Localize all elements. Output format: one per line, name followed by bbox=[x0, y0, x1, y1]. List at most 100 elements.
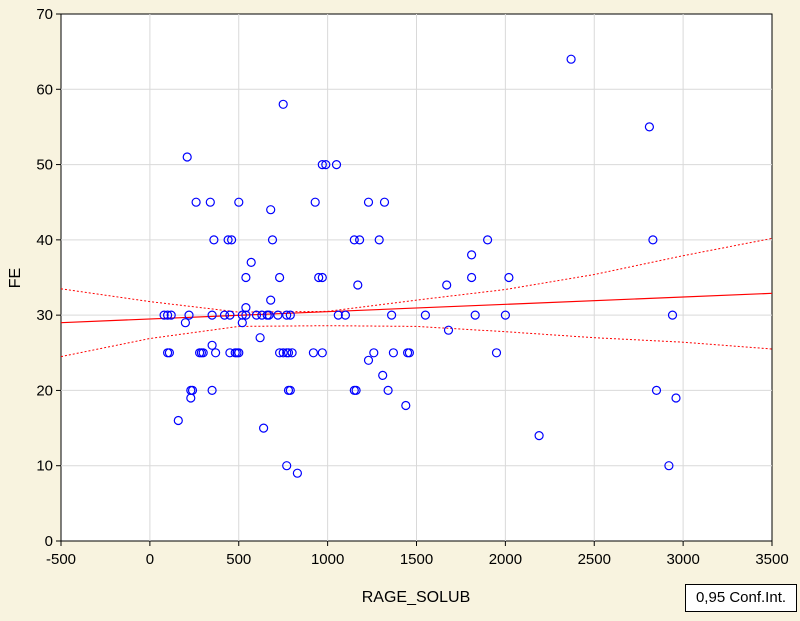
data-point bbox=[314, 272, 324, 283]
data-point bbox=[369, 348, 379, 358]
data-point bbox=[442, 280, 452, 290]
data-point bbox=[310, 197, 320, 207]
data-point bbox=[317, 348, 327, 358]
data-point bbox=[264, 310, 274, 320]
data-point bbox=[470, 310, 480, 320]
data-point bbox=[378, 370, 388, 380]
data-point bbox=[275, 272, 285, 283]
data-point bbox=[246, 257, 256, 267]
data-point bbox=[184, 310, 194, 320]
data-point bbox=[667, 310, 678, 320]
y-axis-title: FE bbox=[7, 268, 24, 288]
data-point bbox=[198, 348, 208, 358]
data-point bbox=[166, 310, 176, 320]
confidence-band bbox=[60, 237, 773, 358]
data-point bbox=[443, 325, 454, 335]
x-axis-ticks: -500 0 500 1000 1500 2000 2500 3000 3500 bbox=[46, 541, 789, 568]
data-point bbox=[651, 385, 662, 395]
data-point bbox=[182, 152, 192, 162]
data-point bbox=[159, 310, 169, 320]
data-point bbox=[234, 197, 244, 207]
data-point bbox=[388, 348, 398, 358]
data-point bbox=[207, 340, 217, 350]
y-tick-label: 40 bbox=[36, 232, 53, 249]
x-tick-label: 500 bbox=[226, 551, 251, 568]
data-point bbox=[387, 310, 397, 320]
data-point bbox=[173, 415, 183, 426]
data-point bbox=[278, 99, 288, 109]
data-point bbox=[644, 122, 655, 132]
data-point bbox=[500, 310, 510, 320]
data-points bbox=[159, 54, 681, 478]
data-point bbox=[225, 348, 235, 358]
data-point bbox=[292, 468, 302, 478]
data-point bbox=[285, 385, 295, 395]
data-point bbox=[404, 348, 414, 358]
y-tick-label: 70 bbox=[36, 6, 53, 23]
y-tick-label: 20 bbox=[36, 382, 53, 399]
y-axis-ticks: 0 10 20 30 40 50 60 70 bbox=[36, 6, 61, 550]
data-point bbox=[374, 235, 384, 245]
data-point bbox=[209, 235, 219, 245]
x-tick-label: 3500 bbox=[755, 551, 788, 568]
data-point bbox=[223, 235, 233, 245]
data-point bbox=[273, 310, 283, 320]
x-tick-label: 0 bbox=[146, 551, 154, 568]
x-tick-label: 2500 bbox=[578, 551, 611, 568]
data-point bbox=[241, 310, 251, 320]
y-tick-label: 50 bbox=[36, 157, 53, 174]
confidence-lower-line bbox=[60, 325, 773, 358]
data-point bbox=[401, 400, 411, 411]
data-point bbox=[383, 385, 393, 395]
data-point bbox=[163, 310, 173, 320]
data-point bbox=[283, 348, 294, 358]
data-point bbox=[351, 385, 361, 395]
y-tick-label: 10 bbox=[36, 458, 53, 475]
data-point bbox=[285, 310, 295, 320]
data-point bbox=[241, 272, 251, 283]
data-point bbox=[234, 348, 244, 358]
data-point bbox=[164, 348, 174, 358]
y-tick-label: 0 bbox=[45, 533, 53, 550]
data-point bbox=[282, 461, 292, 471]
legend: 0,95 Conf.Int. bbox=[685, 584, 797, 612]
data-point bbox=[207, 385, 217, 395]
data-point bbox=[340, 310, 350, 320]
data-point bbox=[275, 348, 285, 358]
data-point bbox=[491, 348, 502, 358]
data-point bbox=[308, 348, 318, 358]
data-point bbox=[355, 235, 365, 245]
data-point bbox=[227, 235, 237, 245]
data-point bbox=[266, 295, 276, 305]
data-point bbox=[353, 280, 363, 290]
data-point bbox=[225, 310, 235, 320]
data-point bbox=[255, 333, 265, 343]
data-point bbox=[331, 160, 342, 170]
data-point bbox=[467, 250, 477, 260]
data-point bbox=[566, 54, 576, 64]
data-point bbox=[671, 393, 681, 403]
x-tick-label: 2000 bbox=[489, 551, 522, 568]
gridlines bbox=[61, 14, 772, 541]
data-point bbox=[219, 310, 230, 320]
data-point bbox=[207, 310, 217, 320]
data-point bbox=[648, 235, 658, 245]
data-point bbox=[467, 272, 477, 283]
data-point bbox=[278, 348, 288, 358]
data-point bbox=[251, 310, 262, 320]
data-point bbox=[321, 160, 331, 170]
data-point bbox=[191, 197, 201, 207]
data-point bbox=[259, 423, 269, 433]
y-tick-label: 30 bbox=[36, 307, 53, 324]
data-point bbox=[237, 318, 247, 328]
data-point bbox=[379, 197, 390, 207]
x-tick-label: 1000 bbox=[311, 551, 344, 568]
data-point bbox=[211, 348, 221, 358]
data-point bbox=[349, 235, 359, 245]
regression-fit bbox=[60, 292, 773, 324]
data-point bbox=[363, 197, 374, 207]
data-point bbox=[267, 235, 278, 245]
data-point bbox=[333, 310, 343, 320]
data-point bbox=[504, 272, 514, 283]
